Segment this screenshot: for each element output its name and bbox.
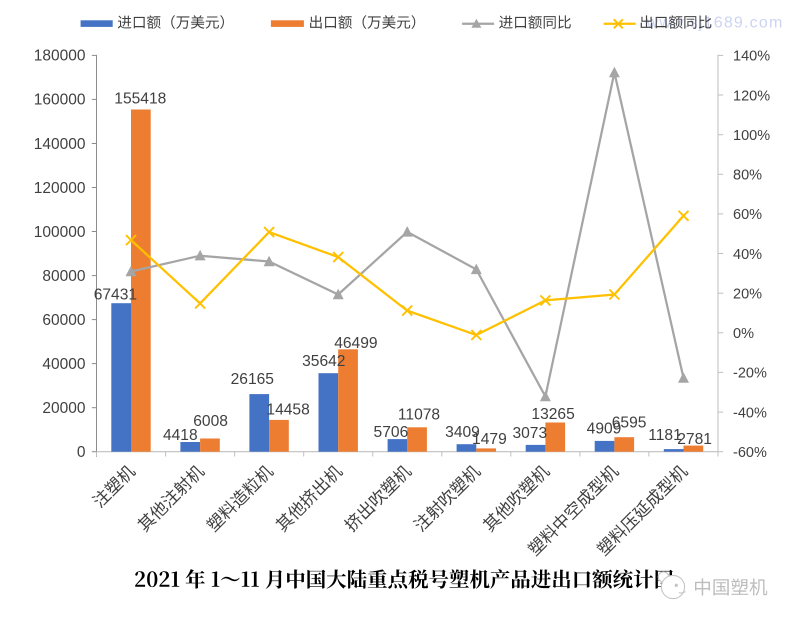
svg-text:-20%: -20% [733,366,767,382]
svg-text:160000: 160000 [34,92,86,109]
svg-text:120000: 120000 [34,180,86,197]
svg-text:80000: 80000 [42,268,85,285]
svg-text:80%: 80% [733,168,762,184]
svg-text:140%: 140% [733,49,770,65]
svg-text:5706: 5706 [374,424,409,441]
svg-text:60%: 60% [733,207,762,223]
svg-text:20%: 20% [733,287,762,303]
svg-text:180000: 180000 [34,48,86,65]
svg-text:3073: 3073 [512,425,547,442]
svg-text:6595: 6595 [612,414,647,431]
svg-text:11078: 11078 [398,407,440,424]
svg-text:40%: 40% [733,247,762,263]
svg-text:100%: 100% [733,128,770,144]
svg-text:26165: 26165 [231,371,275,388]
svg-text:35642: 35642 [302,353,345,370]
svg-text:100000: 100000 [34,224,86,241]
svg-text:0: 0 [77,444,86,461]
svg-text:20000: 20000 [42,400,85,417]
svg-text:4909: 4909 [587,421,622,438]
svg-text:14458: 14458 [266,401,309,418]
svg-text:46499: 46499 [334,335,377,352]
svg-text:-60%: -60% [733,445,767,461]
svg-text:3409: 3409 [445,424,480,441]
svg-text:1181: 1181 [648,427,682,444]
svg-text:2781: 2781 [677,431,712,448]
svg-text:155418: 155418 [114,91,166,108]
svg-text:140000: 140000 [34,136,86,153]
svg-text:4418: 4418 [163,427,198,444]
svg-text:60000: 60000 [42,312,85,329]
svg-text:120%: 120% [733,88,770,104]
svg-text:-40%: -40% [733,405,767,421]
svg-text:1479: 1479 [472,431,507,448]
svg-text:40000: 40000 [42,356,85,373]
svg-text:13265: 13265 [531,406,575,423]
svg-text:67431: 67431 [94,286,137,303]
svg-text:0%: 0% [733,326,754,342]
svg-text:6008: 6008 [193,413,228,430]
